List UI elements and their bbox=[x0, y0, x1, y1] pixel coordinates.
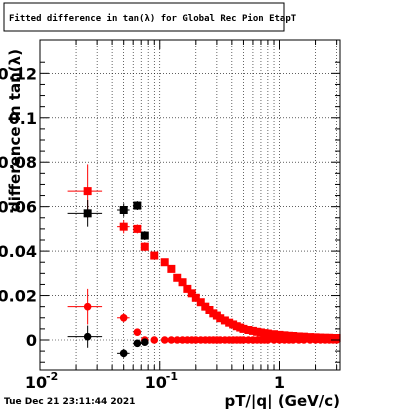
data-point-square bbox=[173, 273, 182, 282]
data-point-square bbox=[119, 222, 128, 231]
data-point-circle bbox=[140, 338, 149, 347]
chart-title: Fitted difference in tan(λ) for Global R… bbox=[9, 13, 297, 24]
data-point-square bbox=[239, 324, 248, 333]
data-point-circle bbox=[167, 336, 176, 344]
data-point-square bbox=[191, 293, 200, 302]
data-point-square bbox=[280, 331, 289, 340]
data-point-square bbox=[289, 332, 298, 340]
data-point-square bbox=[248, 326, 257, 335]
timestamp: Tue Dec 21 23:11:44 2021 bbox=[4, 397, 135, 407]
x-tick-label: 1 bbox=[274, 373, 285, 392]
data-point-circle bbox=[119, 313, 128, 322]
data-point-square bbox=[160, 258, 169, 267]
y-tick-label: 0.1 bbox=[9, 109, 37, 128]
y-tick-label: 0.04 bbox=[0, 242, 37, 261]
data-point-square bbox=[119, 206, 128, 214]
axis-ticks bbox=[39, 40, 340, 370]
data-point-square bbox=[140, 242, 149, 251]
title-box bbox=[3, 2, 285, 32]
data-point-square bbox=[133, 201, 142, 210]
data-point-circle bbox=[83, 332, 92, 341]
data-point-circle bbox=[133, 328, 142, 337]
y-tick-label: 0.06 bbox=[0, 198, 37, 217]
y-tick-label: 0.12 bbox=[0, 64, 37, 83]
x-tick-exponent: -2 bbox=[46, 370, 58, 383]
data-point-square bbox=[133, 224, 142, 233]
y-tick-label: 0 bbox=[26, 331, 37, 350]
data-point-circle bbox=[306, 336, 314, 344]
x-tick-label: 10 bbox=[145, 373, 167, 392]
x-tick-exponent: -1 bbox=[166, 370, 178, 383]
data-points bbox=[67, 164, 341, 358]
grid bbox=[39, 40, 340, 370]
data-point-square bbox=[220, 316, 229, 325]
x-tick-label: 10 bbox=[25, 373, 47, 392]
y-tick-label: 0.08 bbox=[0, 153, 37, 172]
plot-frame bbox=[39, 39, 341, 371]
data-point-square bbox=[244, 326, 253, 334]
data-point-square bbox=[150, 251, 159, 260]
data-point-square bbox=[83, 187, 92, 196]
data-point-circle bbox=[133, 339, 142, 348]
data-point-square bbox=[83, 209, 92, 218]
data-point-square bbox=[216, 314, 225, 323]
data-point-circle bbox=[150, 336, 159, 344]
data-point-circle bbox=[160, 336, 169, 344]
data-point-square bbox=[183, 284, 192, 293]
data-point-circle bbox=[119, 349, 128, 358]
data-point-circle bbox=[270, 336, 278, 344]
data-point-circle bbox=[264, 336, 272, 344]
data-point-circle bbox=[300, 336, 308, 344]
data-point-square bbox=[270, 330, 279, 339]
data-point-square bbox=[178, 278, 187, 287]
data-point-square bbox=[201, 302, 210, 311]
y-axis-title: difference in tan(λ) bbox=[6, 49, 24, 212]
data-point-square bbox=[140, 231, 149, 240]
y-tick-label: 0.02 bbox=[0, 287, 37, 306]
data-point-circle bbox=[83, 302, 92, 311]
data-point-circle bbox=[173, 336, 182, 344]
data-point-square bbox=[196, 298, 205, 307]
data-point-square bbox=[263, 329, 272, 338]
data-point-square bbox=[284, 331, 293, 340]
data-point-square bbox=[187, 289, 196, 298]
data-point-circle bbox=[289, 336, 297, 344]
data-point-square bbox=[167, 264, 176, 273]
x-axis-title: pT/|q| (GeV/c) bbox=[224, 392, 340, 409]
data-point-square bbox=[275, 330, 284, 339]
